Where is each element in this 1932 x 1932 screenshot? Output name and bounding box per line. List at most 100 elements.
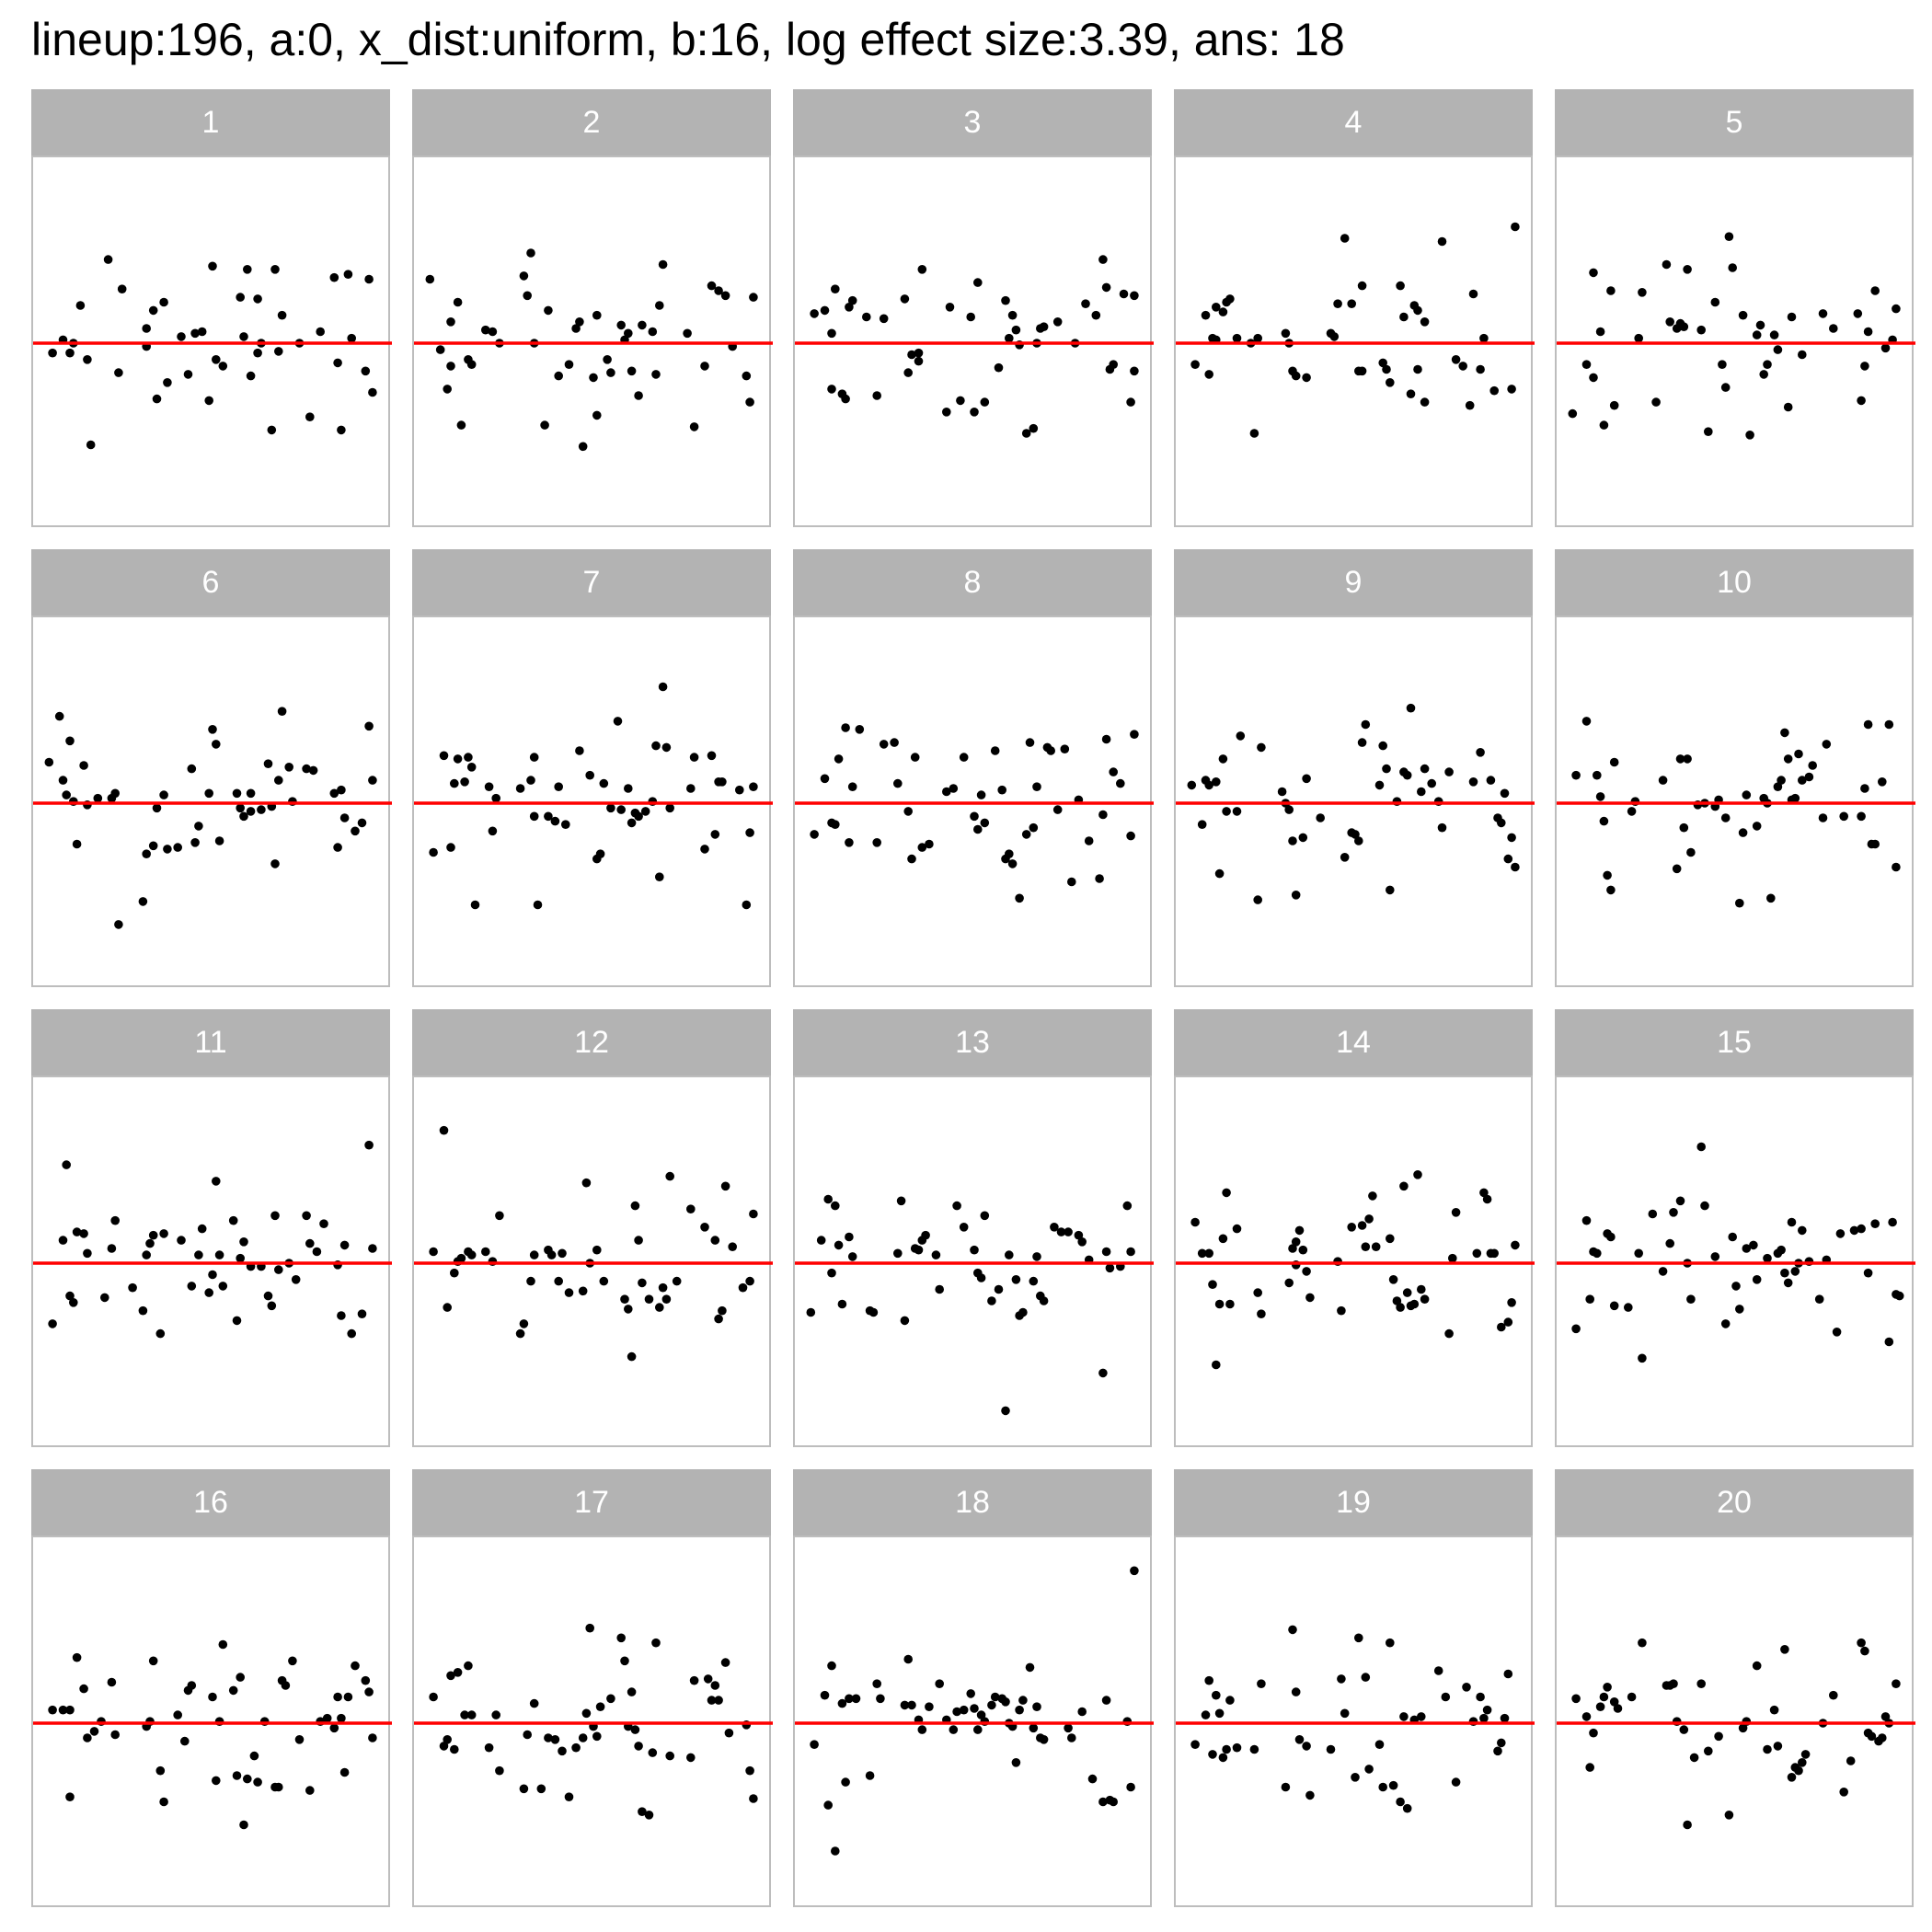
data-point (1374, 1740, 1385, 1749)
data-point (624, 328, 633, 339)
data-point (1091, 310, 1101, 320)
data-point (1222, 1744, 1231, 1754)
data-point (232, 788, 242, 799)
data-point (959, 1705, 969, 1715)
data-point (837, 1698, 847, 1708)
data-point (1011, 325, 1021, 335)
data-point (484, 782, 494, 791)
data-point (1357, 281, 1367, 291)
data-point (1417, 787, 1426, 797)
data-point (1101, 734, 1111, 744)
facet-strip-label: 13 (793, 1009, 1152, 1075)
data-point (218, 1639, 228, 1650)
data-point (1039, 1735, 1049, 1744)
data-point (997, 785, 1006, 795)
data-point (1511, 862, 1520, 872)
data-point (208, 261, 217, 271)
data-point (1098, 255, 1108, 264)
plot-area (412, 155, 773, 527)
data-point (714, 286, 723, 295)
data-point (236, 1253, 245, 1263)
data-point (347, 1328, 357, 1339)
data-point (1609, 1697, 1619, 1707)
data-point (450, 1744, 459, 1754)
data-point (159, 1797, 168, 1807)
data-point (232, 1771, 242, 1780)
data-point (1354, 1633, 1363, 1643)
data-point (1116, 778, 1125, 788)
data-point (1468, 289, 1478, 299)
data-point (1894, 1291, 1904, 1301)
data-point (942, 408, 951, 417)
data-point (589, 373, 598, 383)
data-point (959, 753, 969, 762)
data-point (155, 1328, 166, 1339)
data-point (1413, 1170, 1422, 1179)
data-point (1347, 299, 1356, 308)
data-point (1665, 317, 1674, 327)
data-point (464, 753, 473, 762)
data-point (1773, 345, 1783, 354)
data-point (592, 1731, 602, 1742)
facet-panel-14: 14 (1174, 1009, 1535, 1447)
data-point (152, 394, 162, 404)
data-point (83, 1248, 92, 1259)
data-point (1686, 1294, 1696, 1304)
data-point (466, 1710, 477, 1719)
data-point (1368, 1191, 1377, 1201)
data-point (634, 1236, 643, 1245)
data-point (1291, 1687, 1301, 1696)
data-point (1479, 1713, 1489, 1723)
data-point (942, 787, 951, 797)
data-point (1884, 1337, 1894, 1347)
data-point (1790, 793, 1800, 803)
data-point (578, 1733, 588, 1742)
data-point (1609, 757, 1619, 767)
data-point (83, 1733, 92, 1742)
data-point (1892, 1679, 1901, 1688)
data-point (966, 1689, 975, 1698)
plot-area (412, 615, 773, 987)
data-point (142, 849, 151, 858)
data-point (1190, 360, 1200, 369)
data-point (907, 350, 916, 360)
data-point (1808, 761, 1817, 770)
facet-strip-label: 14 (1174, 1009, 1533, 1075)
data-point (453, 297, 463, 307)
data-point (243, 265, 252, 274)
data-point (1599, 1692, 1609, 1702)
data-point (1371, 1242, 1381, 1251)
data-point (1288, 836, 1297, 845)
data-point (249, 1751, 259, 1761)
data-point (540, 420, 549, 430)
data-point (163, 845, 172, 854)
data-point (529, 811, 539, 822)
data-point (592, 410, 602, 420)
plot-area (1555, 1075, 1915, 1447)
data-point (239, 1820, 248, 1830)
data-point (581, 1178, 592, 1188)
data-point (523, 291, 532, 301)
data-point (347, 333, 357, 343)
data-point (339, 1240, 350, 1250)
data-point (1212, 1690, 1221, 1700)
data-point (190, 838, 200, 847)
data-point (1511, 222, 1520, 232)
data-point (742, 900, 752, 910)
data-point (1050, 1223, 1059, 1232)
data-point (1511, 1240, 1520, 1250)
data-point (48, 1705, 57, 1715)
data-point (1704, 427, 1713, 437)
data-point (745, 828, 754, 837)
data-point (949, 784, 959, 793)
facet-panel-4: 4 (1174, 89, 1535, 527)
data-point (1493, 1746, 1502, 1756)
data-point (1728, 263, 1737, 272)
data-point (1021, 830, 1031, 839)
data-point (1829, 324, 1838, 333)
data-point (267, 1301, 277, 1311)
data-point (1720, 1319, 1731, 1328)
data-point (1507, 833, 1516, 843)
data-point (187, 1282, 197, 1291)
facet-strip-label: 19 (1174, 1469, 1533, 1535)
